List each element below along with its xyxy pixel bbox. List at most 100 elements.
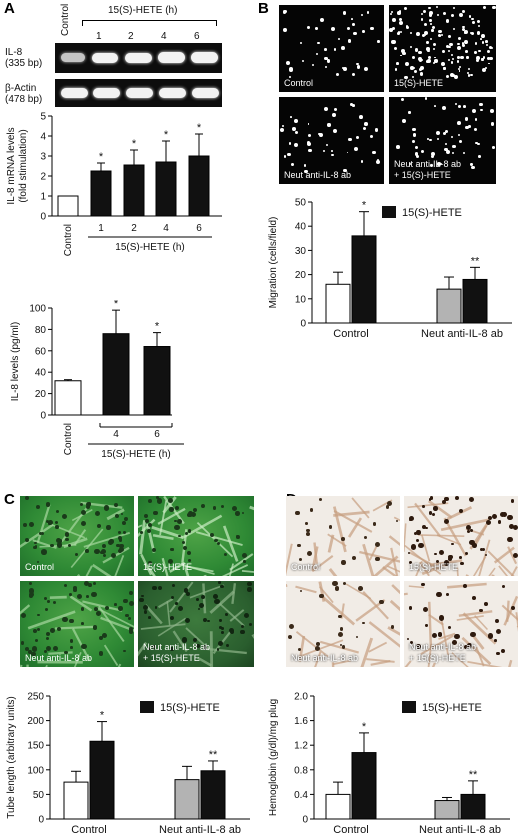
texture-line (70, 528, 104, 568)
texture-dot (214, 538, 218, 543)
texture-dot (31, 651, 36, 657)
texture-dot (69, 593, 73, 597)
texture-line (295, 631, 329, 658)
texture-dot (508, 524, 514, 530)
texture-dot (46, 600, 50, 604)
x-group-label: Neut anti-IL-8 ab (421, 328, 503, 340)
texture-dot (91, 591, 97, 597)
texture-dot (453, 27, 456, 31)
texture-dot (424, 97, 428, 100)
texture-dot (428, 6, 431, 10)
texture-dot (337, 38, 340, 41)
texture-dot (167, 559, 173, 564)
texture-dot (476, 31, 481, 35)
texture-dot (359, 114, 363, 119)
texture-dot (463, 584, 467, 588)
micro-caption: 15(S)-HETE (409, 562, 459, 572)
texture-dot (361, 13, 364, 16)
texture-dot (356, 64, 361, 69)
texture-dot (390, 12, 393, 15)
texture-dot (220, 631, 224, 634)
texture-dot (306, 551, 312, 557)
y-tick-label: 100 (27, 765, 44, 776)
texture-dot (416, 644, 422, 649)
texture-line (195, 531, 243, 546)
texture-dot (193, 638, 198, 643)
texture-dot (240, 624, 245, 629)
texture-dot (73, 586, 78, 591)
texture-line (172, 630, 188, 653)
texture-dot (370, 26, 374, 31)
texture-dot (116, 543, 120, 548)
texture-dot (200, 503, 205, 508)
texture-dot (64, 583, 68, 587)
gel-actin-image (55, 79, 222, 107)
y-axis-label: Tube length (arbitrary units) (6, 696, 17, 818)
gel-actin-label: β-Actin (5, 83, 37, 94)
texture-dot (69, 618, 75, 624)
texture-dot (351, 555, 357, 561)
texture-dot (123, 599, 128, 604)
texture-line (221, 564, 249, 576)
texture-dot (409, 606, 413, 610)
texture-dot (85, 549, 89, 553)
gel-band (61, 53, 85, 62)
texture-dot (428, 498, 432, 502)
bar (90, 170, 112, 217)
texture-dot (456, 56, 460, 59)
texture-line (458, 610, 493, 617)
texture-dot (404, 75, 408, 79)
texture-line (389, 599, 400, 612)
texture-dot (471, 166, 475, 170)
texture-line (20, 523, 54, 549)
y-tick-label: 20 (295, 270, 307, 281)
texture-dot (413, 69, 418, 73)
texture-line (368, 621, 400, 648)
texture-dot (496, 651, 500, 656)
gel-lane-2: 2 (128, 31, 134, 42)
texture-line (351, 497, 370, 519)
y-tick-label: 40 (35, 368, 47, 379)
micro-c-antibody: Neut anti-IL-8 ab (20, 581, 134, 667)
gel-band (93, 88, 120, 98)
texture-dot (331, 153, 335, 157)
texture-dot (437, 34, 441, 38)
texture-line (510, 566, 518, 576)
texture-dot (187, 551, 192, 556)
bar (462, 278, 488, 324)
texture-dot (497, 520, 501, 524)
texture-dot (461, 43, 466, 48)
texture-dot (241, 511, 245, 515)
texture-dot (374, 128, 379, 132)
texture-dot (120, 512, 123, 516)
texture-dot (207, 619, 210, 623)
texture-dot (288, 67, 293, 72)
texture-dot (139, 597, 144, 603)
texture-dot (474, 50, 477, 54)
texture-dot (420, 582, 425, 587)
texture-dot (95, 611, 101, 617)
texture-dot (37, 560, 40, 564)
texture-dot (287, 152, 291, 157)
texture-dot (201, 595, 206, 599)
x-group-label: Neut anti-IL-8 ab (419, 824, 501, 834)
texture-line (114, 554, 125, 576)
texture-dot (487, 56, 491, 60)
significance-marker: ** (471, 255, 480, 267)
texture-dot (343, 67, 347, 72)
texture-line (73, 651, 82, 667)
bar (351, 235, 377, 324)
texture-dot (447, 49, 451, 52)
gel-lane-6: 6 (194, 31, 200, 42)
texture-dot (387, 500, 393, 506)
texture-dot (54, 521, 58, 525)
texture-line (47, 522, 86, 539)
texture-dot (488, 56, 493, 61)
texture-dot (320, 17, 325, 22)
texture-dot (466, 525, 472, 531)
texture-dot (288, 623, 294, 630)
texture-dot (119, 543, 124, 549)
texture-dot (362, 621, 365, 625)
bar (54, 380, 82, 416)
texture-dot (37, 613, 41, 617)
